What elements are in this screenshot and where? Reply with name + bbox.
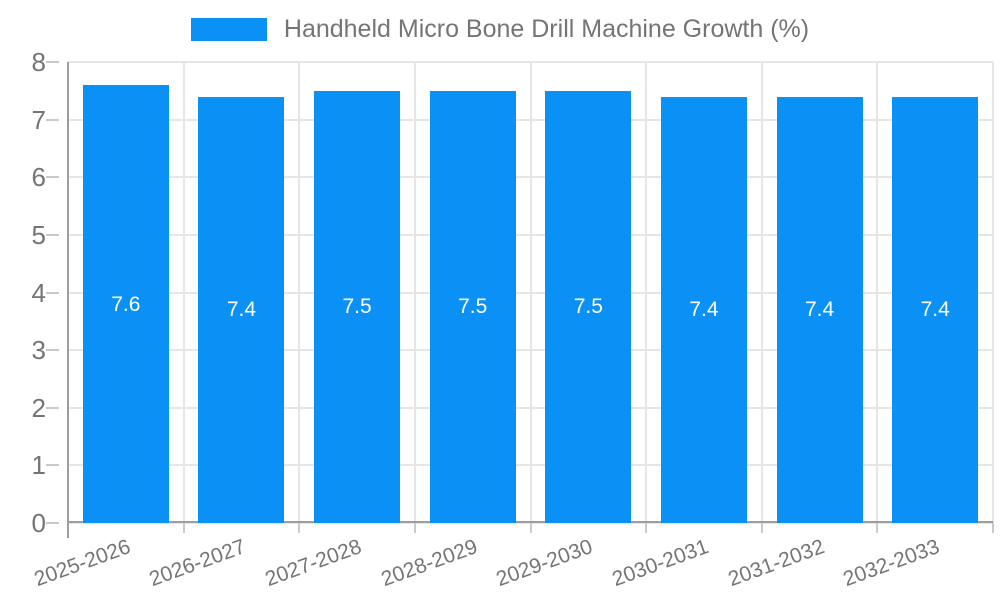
x-axis-line <box>68 521 993 523</box>
x-axis-tick <box>529 523 532 533</box>
y-axis-label: 2 <box>31 392 46 423</box>
bar: 7.4 <box>198 96 285 523</box>
y-axis-label: 3 <box>31 335 46 366</box>
y-axis-label: 1 <box>31 450 46 481</box>
plot-area: 0 1 2 3 4 5 6 7 8 7.6 2025-2026 7.4 2026-2027 7.5 2027… <box>31 49 994 591</box>
y-axis-tick <box>46 61 59 63</box>
gridline-vertical <box>645 62 648 523</box>
bar-value-label: 7.5 <box>342 295 372 319</box>
gridline-vertical <box>529 62 532 523</box>
x-axis-tick <box>413 523 416 533</box>
x-axis-tick <box>182 523 185 533</box>
bar: 7.4 <box>660 96 747 523</box>
y-axis-label: 6 <box>31 162 46 193</box>
y-axis-tick <box>46 291 59 294</box>
y-axis-label: 4 <box>31 277 46 308</box>
y-axis-label: 7 <box>31 104 46 135</box>
y-axis-tick <box>46 349 59 352</box>
y-axis-tick <box>46 464 59 467</box>
gridline-vertical <box>413 62 416 523</box>
bar-value-label: 7.6 <box>111 292 141 316</box>
bar-value-label: 7.4 <box>689 298 719 322</box>
x-axis-tick <box>760 523 763 533</box>
gridline-vertical <box>298 62 301 523</box>
legend-label: Handheld Micro Bone Drill Machine Growth… <box>283 15 810 43</box>
bar: 7.5 <box>314 90 401 523</box>
bar-value-label: 7.4 <box>226 298 257 322</box>
gridline-vertical <box>182 62 185 523</box>
bar: 7.6 <box>82 85 169 523</box>
x-axis-tick <box>876 523 879 533</box>
y-axis-tick <box>46 233 59 236</box>
legend-swatch <box>190 18 267 42</box>
gridline-vertical <box>876 62 879 523</box>
bar: 7.4 <box>892 96 979 523</box>
y-axis-label: 0 <box>31 508 46 538</box>
gridline-vertical <box>992 62 994 523</box>
y-axis-tick <box>46 176 59 179</box>
y-axis-tick <box>46 118 59 121</box>
bar: 7.5 <box>429 90 516 523</box>
bar: 7.4 <box>776 96 863 523</box>
gridline-vertical <box>760 62 763 523</box>
bar: 7.5 <box>545 90 632 523</box>
y-axis-label: 8 <box>31 47 46 77</box>
bar-value-label: 7.4 <box>920 298 950 322</box>
bar-value-label: 7.5 <box>573 295 603 319</box>
legend: Handheld Micro Bone Drill Machine Growth… <box>0 15 1000 44</box>
y-axis-tick <box>46 522 59 524</box>
y-axis-label: 5 <box>31 219 46 250</box>
y-axis-tick <box>46 406 59 409</box>
y-axis-line <box>67 62 69 538</box>
x-axis-tick <box>992 523 994 533</box>
bar-value-label: 7.5 <box>458 295 488 319</box>
x-axis-tick <box>645 523 648 533</box>
x-axis-tick <box>298 523 301 533</box>
bar-value-label: 7.4 <box>804 298 835 322</box>
